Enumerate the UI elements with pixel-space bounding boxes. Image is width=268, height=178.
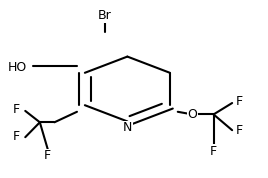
Text: F: F bbox=[210, 145, 217, 158]
Text: F: F bbox=[12, 130, 19, 143]
Text: F: F bbox=[236, 95, 243, 108]
Text: N: N bbox=[123, 121, 132, 134]
Text: Br: Br bbox=[98, 9, 112, 22]
Text: F: F bbox=[236, 124, 243, 137]
Text: F: F bbox=[44, 150, 51, 163]
Text: HO: HO bbox=[7, 61, 27, 74]
Text: O: O bbox=[187, 108, 197, 121]
Text: F: F bbox=[12, 103, 19, 116]
